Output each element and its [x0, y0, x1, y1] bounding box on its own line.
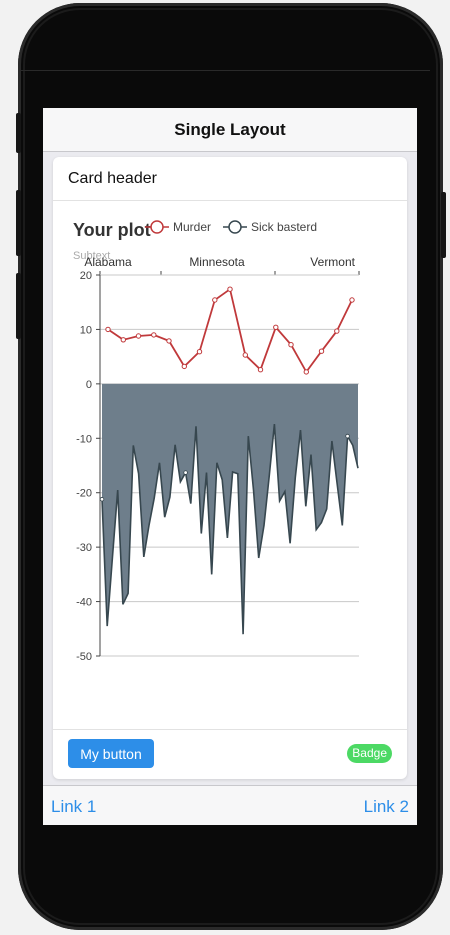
card-header: Card header — [53, 157, 407, 201]
murder-point[interactable] — [303, 369, 310, 375]
murder-point[interactable] — [135, 333, 142, 339]
y-tick-label: 0 — [86, 379, 92, 391]
murder-point[interactable] — [212, 297, 218, 303]
volume-down-button — [16, 273, 21, 339]
murder-point[interactable] — [151, 332, 157, 338]
y-tick-label: -40 — [76, 597, 92, 609]
link-2[interactable]: Link 2 — [363, 797, 409, 816]
murder-point[interactable] — [288, 342, 294, 348]
navbar: Single Layout — [43, 108, 417, 152]
sick-basterd-line — [101, 424, 359, 635]
badge: Badge — [347, 744, 392, 763]
murder-point[interactable] — [166, 338, 172, 344]
murder-point[interactable] — [196, 349, 203, 355]
volume-up-button — [16, 190, 21, 256]
legend-murder-marker — [150, 220, 164, 234]
my-button[interactable]: My button — [68, 739, 154, 768]
murder-point[interactable] — [242, 352, 249, 358]
legend-item-sick-basterd[interactable]: Sick basterd — [223, 220, 317, 234]
plot-chart: Your plot Subtext Murder Sick basterd Al… — [73, 220, 360, 663]
legend-item-murder[interactable]: Murder — [145, 220, 211, 234]
murder-point[interactable] — [273, 324, 279, 331]
card-footer: My button Badge — [53, 729, 407, 779]
chart-subtitle: Subtext — [73, 250, 110, 262]
murder-point[interactable] — [105, 326, 111, 333]
murder-point[interactable] — [227, 286, 233, 292]
murder-point[interactable] — [318, 348, 325, 354]
sick-basterd-area — [102, 383, 358, 635]
murder-point[interactable] — [181, 363, 188, 370]
murder-point[interactable] — [334, 328, 340, 334]
power-button — [441, 192, 446, 258]
legend-murder-label: Murder — [173, 220, 211, 234]
top-axis: Alabama Minnesota Vermont — [84, 255, 360, 276]
navbar-title: Single Layout — [174, 119, 286, 139]
murder-point[interactable] — [120, 337, 127, 343]
card: Card header Your plot Subtext Murder Sic… — [53, 157, 407, 779]
series-murder — [105, 286, 355, 375]
link-1[interactable]: Link 1 — [51, 797, 97, 816]
bottom-toolbar: Link 1 Link 2 — [43, 785, 417, 825]
sick-basterd-point — [345, 433, 350, 439]
series-sick-basterd — [99, 383, 359, 635]
y-tick-label: -50 — [76, 651, 92, 663]
phone-bezel — [23, 8, 438, 925]
sick-basterd-point — [99, 497, 105, 502]
murder-point[interactable] — [257, 367, 264, 373]
legend-sick-marker — [228, 220, 242, 234]
y-tick-label: 10 — [80, 324, 92, 336]
murder-point[interactable] — [349, 297, 355, 303]
sick-basterd-point — [183, 470, 188, 475]
y-tick-label: -20 — [76, 488, 92, 500]
legend-sick-label: Sick basterd — [251, 220, 317, 234]
murder-line — [107, 287, 353, 374]
mute-switch — [16, 113, 21, 153]
top-axis-label: Alabama — [84, 255, 132, 269]
top-axis-label: Vermont — [310, 255, 355, 269]
y-axis: 20 10 0 -10 -20 -30 -40 -50 — [76, 270, 101, 663]
app-screen: Single Layout Card header Your plot Subt… — [43, 108, 417, 825]
chart-title: Your plot — [73, 220, 151, 240]
top-axis-label: Minnesota — [189, 255, 245, 269]
y-tick-label: 20 — [80, 270, 92, 282]
y-tick-label: -30 — [76, 542, 92, 554]
y-tick-label: -10 — [76, 433, 92, 445]
top-edge-line — [20, 70, 430, 71]
chart-legend: Murder Sick basterd — [145, 220, 317, 234]
